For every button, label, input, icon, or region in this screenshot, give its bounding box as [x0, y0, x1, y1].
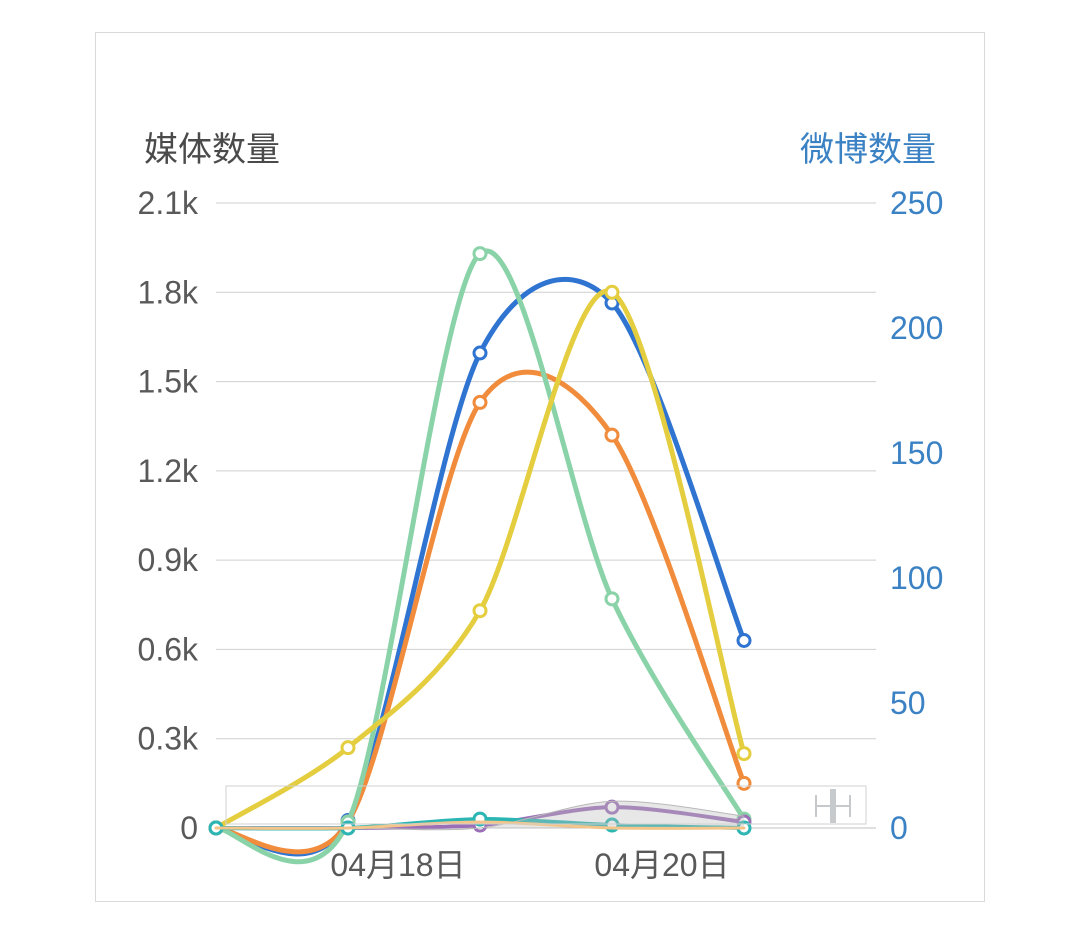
svg-text:0.6k: 0.6k	[138, 631, 199, 667]
svg-text:0.3k: 0.3k	[138, 721, 199, 757]
series-blue	[216, 279, 744, 854]
marker-orange	[738, 777, 750, 789]
plot-area	[210, 248, 866, 862]
svg-text:04月20日: 04月20日	[594, 847, 729, 883]
range-handle[interactable]	[816, 789, 850, 823]
svg-text:0.9k: 0.9k	[138, 542, 199, 578]
svg-text:150: 150	[890, 435, 943, 471]
y-axis-left: 0 0.3k 0.6k 0.9k 1.2k 1.5k 1.8k 2.1k	[138, 185, 199, 846]
marker-yellow	[474, 605, 486, 617]
svg-text:1.5k: 1.5k	[138, 364, 199, 400]
marker-green	[606, 593, 618, 605]
svg-text:1.2k: 1.2k	[138, 453, 199, 489]
marker-orange	[474, 396, 486, 408]
marker-yellow	[606, 286, 618, 298]
right-axis-title: 微博数量	[800, 131, 936, 169]
dual-axis-line-chart: 媒体数量 微博数量 00.3k0.6k0.9k1.2k1.5k1.8k2.1k …	[96, 33, 986, 903]
svg-text:0: 0	[180, 810, 198, 846]
svg-text:100: 100	[890, 560, 943, 596]
svg-text:04月18日: 04月18日	[330, 847, 465, 883]
svg-text:1.8k: 1.8k	[138, 274, 199, 310]
chart-frame: 媒体数量 微博数量 00.3k0.6k0.9k1.2k1.5k1.8k2.1k …	[95, 32, 985, 902]
left-axis-title: 媒体数量	[144, 131, 280, 169]
marker-green	[474, 248, 486, 260]
y-axis-right: 0 50 100 150 200 250	[890, 185, 943, 846]
gridlines	[216, 203, 876, 828]
svg-text:0: 0	[890, 810, 908, 846]
svg-text:50: 50	[890, 685, 926, 721]
marker-blue	[474, 347, 486, 359]
marker-blue	[738, 635, 750, 647]
svg-text:200: 200	[890, 310, 943, 346]
marker-orange	[606, 429, 618, 441]
x-axis: 04月18日 04月20日	[330, 847, 729, 883]
svg-text:250: 250	[890, 185, 943, 221]
marker-yellow	[342, 742, 354, 754]
svg-text:2.1k: 2.1k	[138, 185, 199, 221]
marker-yellow	[738, 748, 750, 760]
